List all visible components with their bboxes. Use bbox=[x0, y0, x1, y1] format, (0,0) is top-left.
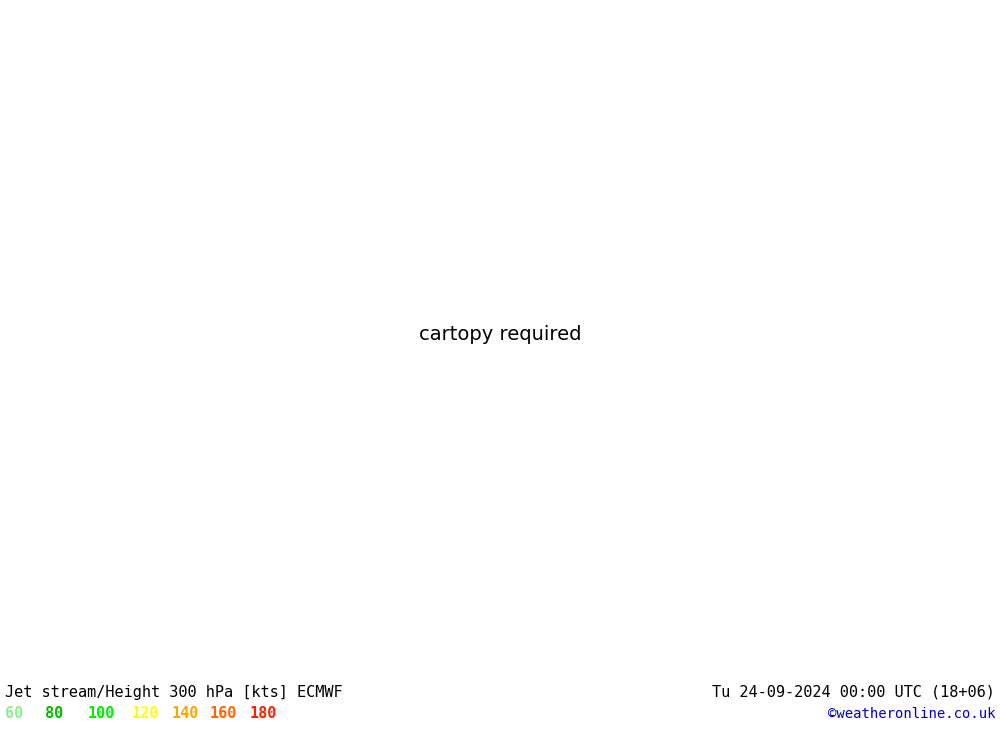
Text: 120: 120 bbox=[132, 707, 159, 721]
Text: Tu 24-09-2024 00:00 UTC (18+06): Tu 24-09-2024 00:00 UTC (18+06) bbox=[712, 685, 995, 699]
Text: 100: 100 bbox=[88, 707, 115, 721]
Text: cartopy required: cartopy required bbox=[419, 325, 581, 344]
Text: 160: 160 bbox=[210, 707, 237, 721]
Text: 180: 180 bbox=[250, 707, 277, 721]
Text: 60: 60 bbox=[5, 707, 23, 721]
Text: Jet stream/Height 300 hPa [kts] ECMWF: Jet stream/Height 300 hPa [kts] ECMWF bbox=[5, 685, 343, 699]
Text: ©weatheronline.co.uk: ©weatheronline.co.uk bbox=[828, 707, 995, 721]
Text: 140: 140 bbox=[172, 707, 199, 721]
Text: 80: 80 bbox=[45, 707, 63, 721]
